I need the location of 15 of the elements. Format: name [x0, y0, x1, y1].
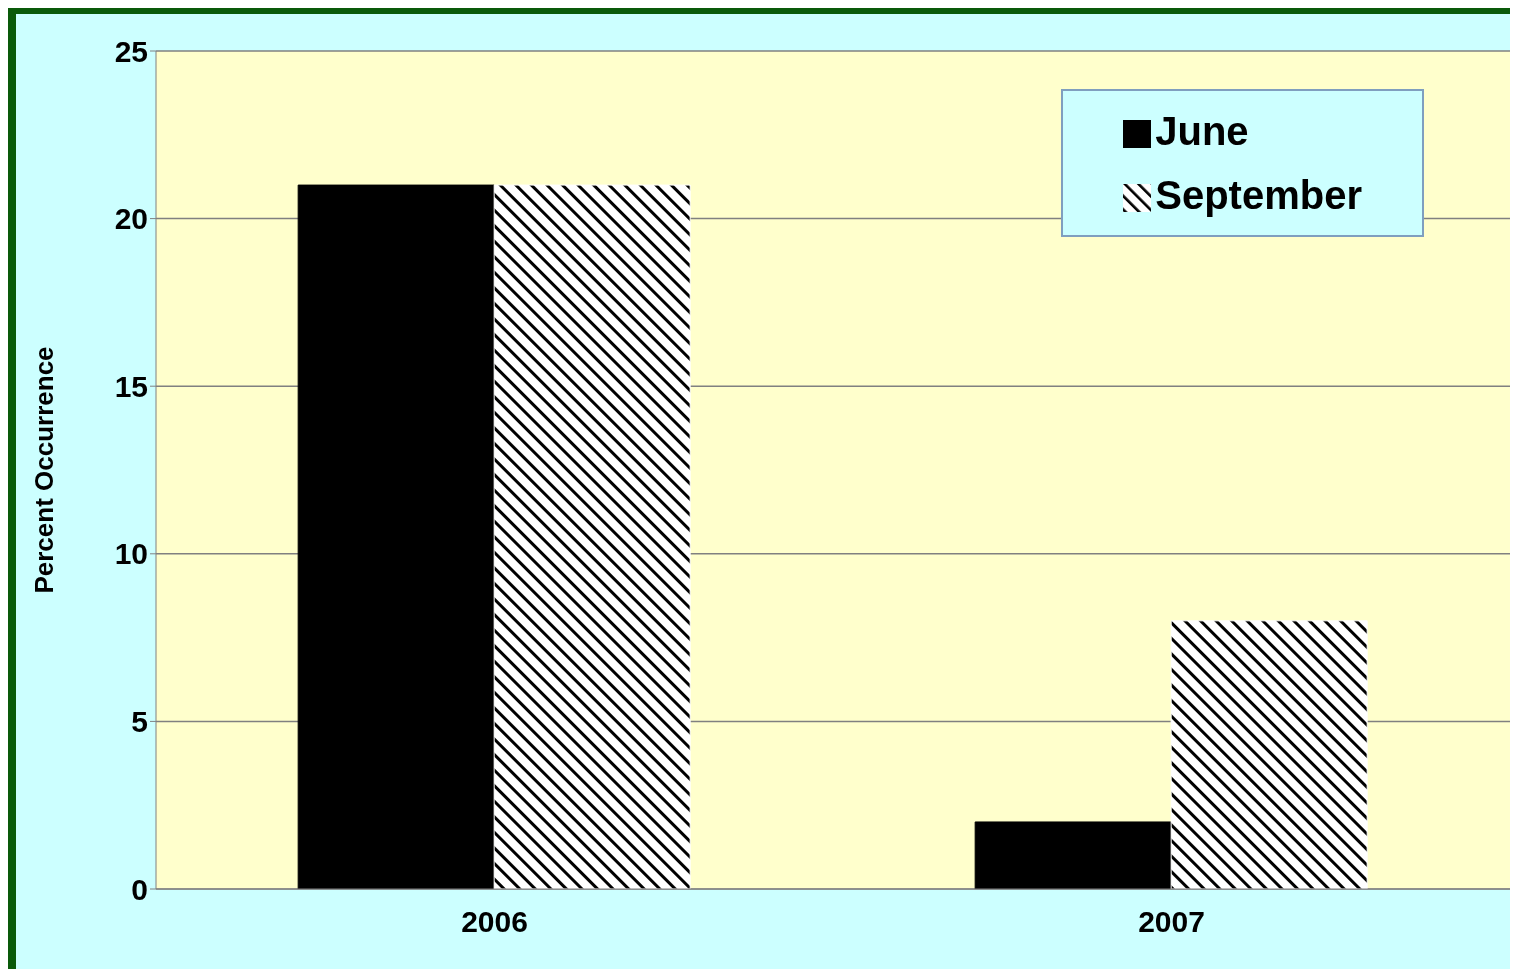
y-tick-label: 25 [114, 34, 148, 68]
y-axis-title: Percent Occurrence [29, 346, 60, 594]
bar [493, 184, 691, 889]
legend-label: June [1155, 109, 1249, 153]
y-tick-label: 0 [131, 872, 148, 906]
bar [297, 184, 495, 889]
legend-label: September [1155, 173, 1362, 217]
bar [974, 821, 1172, 889]
x-tick-label: 2007 [1138, 905, 1205, 939]
y-tick-label: 15 [114, 369, 148, 403]
x-tick-label: 2006 [461, 905, 528, 939]
y-tick-label: 20 [114, 202, 148, 236]
y-tick-label: 5 [131, 705, 148, 739]
bar [1170, 620, 1368, 889]
y-tick-label: 10 [114, 537, 148, 571]
